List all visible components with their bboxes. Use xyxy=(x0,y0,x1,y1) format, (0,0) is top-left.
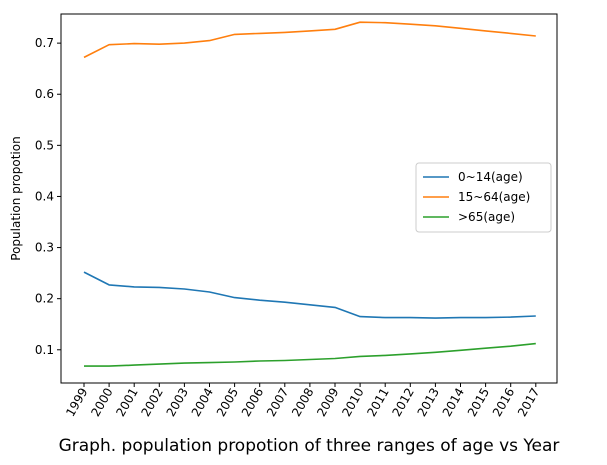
y-axis-label: Population propotion xyxy=(9,136,23,260)
y-tick-label: 0.1 xyxy=(35,343,54,357)
series-layer xyxy=(83,21,536,367)
y-tick-label: 0.2 xyxy=(35,292,54,306)
legend: 0~14(age) 15~64(age) >65(age) xyxy=(415,162,552,233)
series-line-0 xyxy=(83,271,536,319)
plot-frame xyxy=(60,13,558,384)
series-line-1 xyxy=(83,21,536,59)
y-tick-label: 0.4 xyxy=(35,189,54,203)
legend-label: 15~64(age) xyxy=(458,190,530,204)
y-tick-label: 0.7 xyxy=(35,36,54,50)
y-tick-label: 0.3 xyxy=(35,241,54,255)
y-tick-label: 0.5 xyxy=(35,138,54,152)
y-axis: 0.1 0.2 0.3 0.4 0.5 0.6 0.7 xyxy=(35,36,61,357)
legend-label: >65(age) xyxy=(458,210,515,224)
x-axis-label: Graph. population propotion of three ran… xyxy=(59,436,560,456)
y-tick-label: 0.6 xyxy=(35,87,54,101)
series-line-2 xyxy=(84,342,536,367)
legend-box xyxy=(415,162,552,233)
legend-label: 0~14(age) xyxy=(458,170,523,184)
